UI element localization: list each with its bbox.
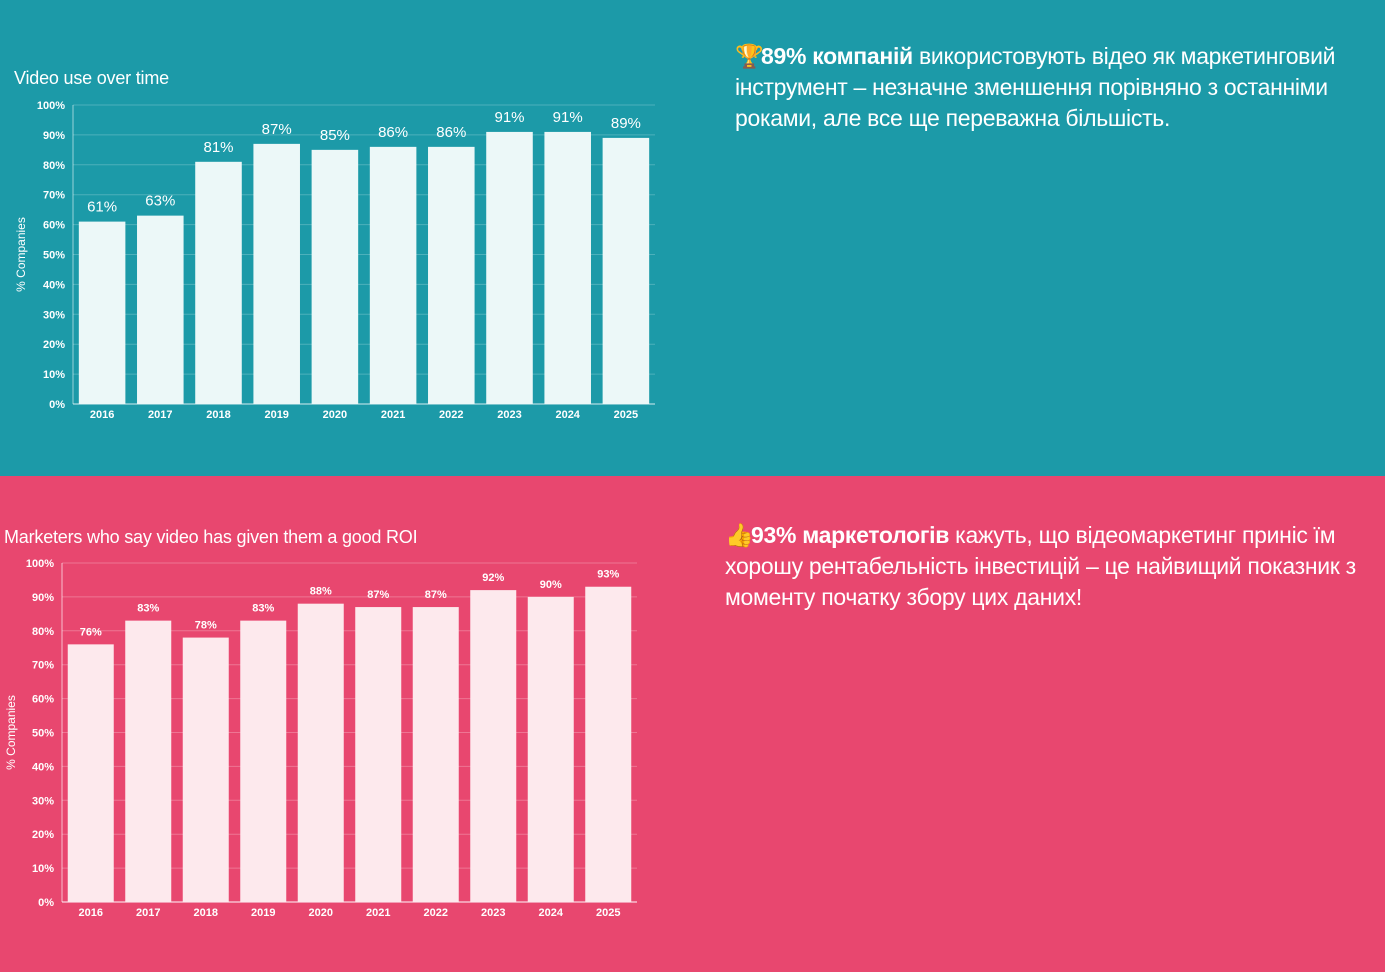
x-tick-label: 2020	[309, 907, 333, 919]
y-tick-label: 20%	[43, 339, 65, 351]
thumbs-up-icon: 👍	[725, 522, 754, 548]
video-use-chart: 0% 10% 20% 30% 40% 50% 60% 70% 80% 90% 100% % Compa…	[14, 100, 655, 421]
data-label: 90%	[540, 579, 562, 591]
x-tick-label: 2022	[424, 907, 448, 919]
highlight-stat: 93% маркетологів	[751, 522, 950, 548]
y-tick-label: 80%	[32, 626, 54, 638]
y-tick-label: 100%	[37, 100, 65, 112]
y-axis-label: % Companies	[14, 217, 28, 292]
x-tick-label: 2023	[497, 409, 521, 421]
bar	[602, 137, 650, 404]
bar	[355, 607, 402, 902]
data-label: 88%	[310, 586, 332, 598]
y-tick-label: 30%	[32, 795, 54, 807]
bar	[67, 644, 114, 902]
bar	[253, 143, 300, 404]
x-tick-label: 2024	[539, 907, 564, 919]
data-label: 83%	[252, 603, 274, 615]
roi-statement: 👍93% маркетологів кажуть, що відеомаркет…	[725, 520, 1370, 613]
data-label: 81%	[203, 139, 233, 156]
bar	[240, 620, 287, 902]
data-label: 86%	[378, 124, 408, 141]
y-tick-label: 10%	[32, 863, 54, 875]
data-label: 83%	[137, 603, 159, 615]
x-tick-label: 2016	[90, 409, 114, 421]
chart-title: Marketers who say video has given them a…	[4, 527, 418, 547]
bar	[78, 221, 126, 404]
y-tick-label: 50%	[32, 728, 54, 740]
trophy-icon: 🏆	[735, 43, 764, 69]
x-tick-label: 2020	[323, 409, 347, 421]
data-label: 86%	[436, 124, 466, 141]
highlight-stat: 89% компаній	[761, 43, 913, 69]
y-tick-label: 0%	[38, 897, 54, 909]
statement-text: кажуть, що відеомаркетинг приніс їм хоро…	[725, 522, 1356, 610]
statement-text: використовують відео як маркетинговий ін…	[735, 43, 1336, 131]
bar	[527, 596, 574, 902]
bar	[137, 215, 184, 404]
bar	[369, 146, 417, 405]
y-tick-label: 90%	[32, 592, 54, 604]
y-axis-label: % Companies	[4, 695, 18, 770]
bar	[311, 149, 359, 404]
bar	[412, 607, 459, 902]
x-tick-label: 2021	[381, 409, 405, 421]
data-label: 61%	[87, 199, 117, 216]
chart-title: Video use over time	[14, 68, 169, 88]
data-label: 87%	[425, 589, 447, 601]
data-label: 89%	[611, 115, 641, 132]
data-label: 85%	[320, 127, 350, 144]
y-tick-label: 40%	[43, 279, 65, 291]
x-tick-label: 2017	[148, 409, 172, 421]
bar	[544, 131, 591, 404]
x-tick-label: 2025	[614, 409, 638, 421]
y-tick-label: 40%	[32, 761, 54, 773]
y-tick-label: 100%	[26, 558, 54, 570]
bar	[297, 603, 344, 902]
roi-chart: 0% 10% 20% 30% 40% 50% 60% 70% 80% 90% 100% % Compa…	[4, 558, 637, 919]
x-tick-label: 2021	[366, 907, 390, 919]
x-tick-label: 2025	[596, 907, 620, 919]
bar	[195, 161, 242, 404]
y-tick-label: 50%	[43, 250, 65, 262]
data-label: 91%	[553, 109, 583, 126]
y-tick-label: 10%	[43, 369, 65, 381]
bar	[428, 146, 475, 405]
y-tick-label: 70%	[43, 190, 65, 202]
y-tick-label: 20%	[32, 829, 54, 841]
bar	[470, 590, 517, 902]
x-tick-label: 2017	[136, 907, 160, 919]
y-tick-label: 80%	[43, 160, 65, 172]
data-label: 87%	[367, 589, 389, 601]
data-label: 76%	[80, 626, 102, 638]
data-label: 92%	[482, 572, 504, 584]
y-tick-label: 90%	[43, 130, 65, 142]
data-label: 87%	[262, 121, 292, 138]
y-tick-label: 0%	[49, 399, 65, 411]
x-tick-label: 2018	[206, 409, 230, 421]
video-use-section: Video use over time 0% 10% 20% 30% 40% 50% 60%…	[0, 0, 1385, 476]
roi-section: Marketers who say video has given them a…	[0, 476, 1385, 972]
bar	[486, 131, 533, 404]
x-tick-label: 2019	[264, 409, 288, 421]
data-label: 91%	[494, 109, 524, 126]
x-tick-label: 2022	[439, 409, 463, 421]
y-tick-label: 70%	[32, 660, 54, 672]
y-tick-label: 30%	[43, 309, 65, 321]
x-tick-label: 2018	[194, 907, 218, 919]
data-label: 78%	[195, 620, 217, 632]
video-use-statement: 🏆89% компаній використовують відео як ма…	[735, 41, 1365, 134]
y-tick-label: 60%	[32, 694, 54, 706]
x-tick-label: 2019	[251, 907, 275, 919]
y-tick-label: 60%	[43, 220, 65, 232]
x-tick-label: 2023	[481, 907, 505, 919]
data-label: 63%	[145, 193, 175, 210]
bar	[585, 586, 632, 902]
bar	[125, 620, 172, 902]
bar	[182, 637, 229, 902]
x-tick-label: 2016	[79, 907, 103, 919]
x-tick-label: 2024	[555, 409, 580, 421]
data-label: 93%	[597, 569, 619, 581]
